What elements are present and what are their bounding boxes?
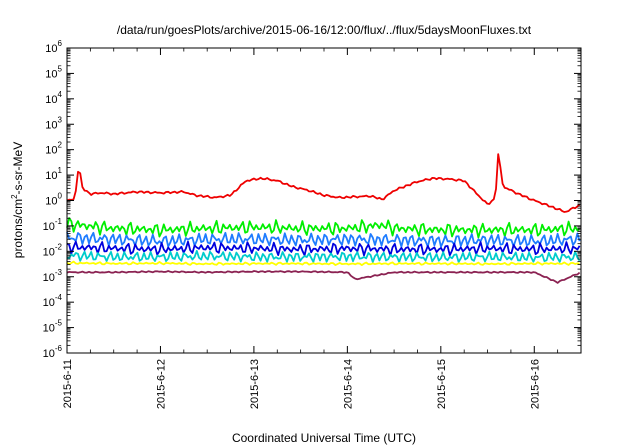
series-line-3 [66,231,581,248]
y-tick-label: 103 [45,115,62,131]
y-tick-label: 106 [45,39,62,55]
series-line-1 [66,153,581,213]
y-axis-label: protons/cm2-s-sr-MeV [10,142,25,258]
x-tick-label: 2015-6-13 [249,359,261,409]
series-line-5 [66,249,581,264]
y-tick-label: 10-5 [43,319,63,335]
series-line-4 [66,240,581,257]
y-tick-label: 102 [45,141,62,157]
y-tick-label: 101 [45,166,62,182]
series-line-2 [66,217,581,239]
x-tick-label: 2015-6-14 [342,359,354,409]
y-tick-label: 10-3 [43,268,63,284]
y-tick-label: 105 [45,64,62,80]
y-tick-label: 10-6 [43,344,63,360]
series-line-7 [66,270,581,284]
x-ticks: 2015-6-11 2015-6-12 2015-6-13 2015-6-14 2015… [62,48,559,409]
series-line-6 [66,260,580,267]
x-axis-label: Coordinated Universal Time (UTC) [232,431,416,445]
y-tick-label: 10-1 [43,217,63,233]
series-layer [66,153,581,284]
y-ticks: 10-6 10-5 10-4 10-3 10-2 10-1 100 101 102 103 104 1… [43,39,581,360]
y-tick-label: 10-4 [43,293,63,309]
x-tick-label: 2015-6-15 [436,359,448,409]
y-tick-label: 100 [45,192,62,208]
x-tick-label: 2015-6-12 [155,359,167,409]
x-tick-label: 2015-6-11 [62,359,74,408]
y-tick-label: 10-2 [43,242,63,258]
chart-title: /data/run/goesPlots/archive/2015-06-16/1… [117,23,532,37]
y-tick-label: 104 [45,90,62,106]
plot-frame [66,47,582,354]
x-tick-label: 2015-6-16 [529,359,541,409]
